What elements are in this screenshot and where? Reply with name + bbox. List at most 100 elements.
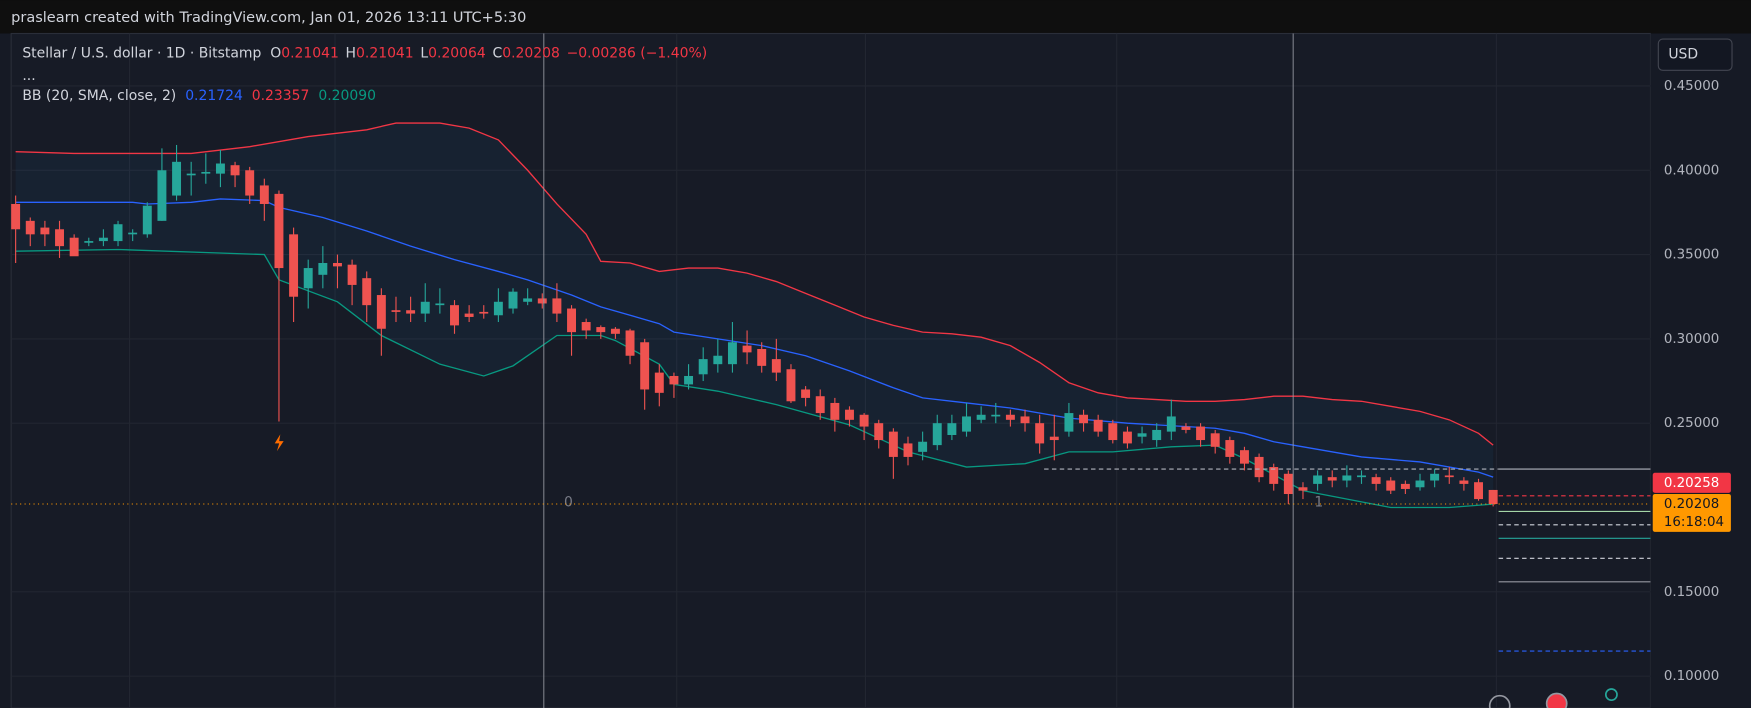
- candle-body: [1020, 416, 1030, 424]
- candle-body: [654, 372, 664, 393]
- candle-body: [932, 423, 942, 446]
- candle-body: [1444, 475, 1454, 478]
- candle-body: [523, 298, 533, 302]
- candle-body: [976, 414, 986, 420]
- candle-body: [84, 241, 94, 243]
- currency-button[interactable]: [1657, 38, 1733, 71]
- bb-value: 0.20090: [318, 88, 376, 104]
- candle-body: [1093, 419, 1103, 432]
- candle-body: [757, 348, 767, 366]
- candle-body: [1254, 456, 1264, 478]
- bollinger-bands: [15, 122, 1494, 509]
- ohlc-value: 0.21041: [281, 46, 339, 62]
- price-tag-bg: [1652, 472, 1731, 493]
- candles: [11, 144, 1498, 507]
- candle-body: [464, 313, 474, 317]
- candle-body: [406, 310, 416, 314]
- candle-body: [201, 171, 211, 174]
- candle-body: [610, 328, 620, 334]
- candle-body: [713, 355, 723, 365]
- candle-body: [1313, 475, 1323, 484]
- y-tick-label: 0.15000: [1664, 585, 1719, 600]
- ohlc: O0.21041 H0.21041 L0.20064 C0.20208: [270, 46, 560, 62]
- ohlc-key: C: [492, 46, 502, 62]
- candle-body: [479, 311, 489, 314]
- marker: 1: [1314, 495, 1323, 511]
- candle-body: [303, 268, 313, 289]
- candle-body: [947, 423, 957, 435]
- candle-body: [245, 170, 255, 196]
- icon[interactable]: [1604, 688, 1618, 702]
- candle-body: [172, 161, 182, 196]
- candle-body: [215, 163, 225, 174]
- marker: 0: [564, 495, 573, 511]
- candle-body: [1298, 487, 1308, 491]
- candle-body: [259, 185, 269, 204]
- icon[interactable]: [1545, 692, 1568, 708]
- icon[interactable]: [1488, 694, 1511, 708]
- ohlc-value: 0.20208: [502, 46, 560, 62]
- candle-body: [1196, 426, 1206, 441]
- candle-body: [1415, 480, 1425, 488]
- y-tick-label: 0.35000: [1664, 248, 1719, 263]
- candle-body: [1386, 480, 1396, 491]
- candle-body: [1342, 475, 1352, 481]
- more[interactable]: ...: [22, 68, 35, 84]
- candle-body: [771, 359, 781, 373]
- candle-body: [1166, 416, 1176, 432]
- candle-body: [318, 263, 328, 275]
- plot-area: [10, 32, 1652, 708]
- y-tick-label: 0.40000: [1664, 163, 1719, 178]
- price-tag: 0.20208: [1664, 497, 1719, 512]
- candle-body: [69, 237, 79, 257]
- candle-body: [333, 263, 342, 267]
- candle-body: [1225, 440, 1235, 457]
- candle-body: [186, 173, 196, 176]
- candle-body: [40, 227, 50, 235]
- symbol-title: Stellar / U.S. dollar · 1D · Bitstamp: [22, 46, 261, 62]
- bb-value: 0.21724: [185, 88, 243, 104]
- candle-body: [698, 359, 708, 375]
- candle-body: [1283, 473, 1293, 495]
- candle-body: [625, 330, 635, 356]
- currency[interactable]: USD: [1668, 47, 1698, 63]
- candle-body: [25, 220, 35, 235]
- candle-body: [1108, 423, 1118, 441]
- candle-body: [493, 301, 503, 316]
- candle-body: [435, 303, 445, 306]
- candle-body: [1474, 482, 1483, 500]
- candle-body: [1269, 467, 1279, 484]
- candle-body: [1064, 413, 1074, 432]
- bb-value: 0.23357: [252, 88, 310, 104]
- candle-body: [157, 170, 167, 221]
- candle-body: [962, 416, 971, 432]
- ohlc-key: L: [420, 46, 428, 62]
- drawings: [274, 33, 1651, 708]
- candle-body: [1005, 414, 1015, 420]
- y-tick-label: 0.10000: [1664, 669, 1719, 684]
- candle-body: [1181, 426, 1191, 430]
- candle-body: [888, 431, 898, 457]
- grid: [11, 33, 1651, 708]
- candle-body: [1459, 480, 1469, 484]
- y-axis: 0.45000 0.40000 0.35000 0.30000 0.25000 0.150…: [1664, 79, 1719, 684]
- candle-body: [991, 414, 1001, 417]
- candle-body: [11, 203, 21, 230]
- y-tick-label: 0.30000: [1664, 332, 1719, 347]
- candle-body: [830, 402, 840, 420]
- candle-body: [1210, 433, 1220, 447]
- candle-body: [1488, 489, 1498, 504]
- candle-body: [289, 234, 299, 297]
- ohlc-value: 0.21041: [356, 46, 414, 62]
- candle-body: [1122, 431, 1132, 444]
- candle-body: [640, 342, 650, 390]
- candle-body: [859, 414, 869, 427]
- candle-body: [376, 295, 386, 329]
- candle-body: [55, 229, 64, 247]
- price-tags: 0.20208 16:18:04 0.20258: [11, 472, 1731, 532]
- candle-body: [845, 409, 854, 420]
- candle-body: [1371, 477, 1381, 484]
- candle-body: [581, 322, 591, 331]
- top-bar: [0, 0, 1751, 34]
